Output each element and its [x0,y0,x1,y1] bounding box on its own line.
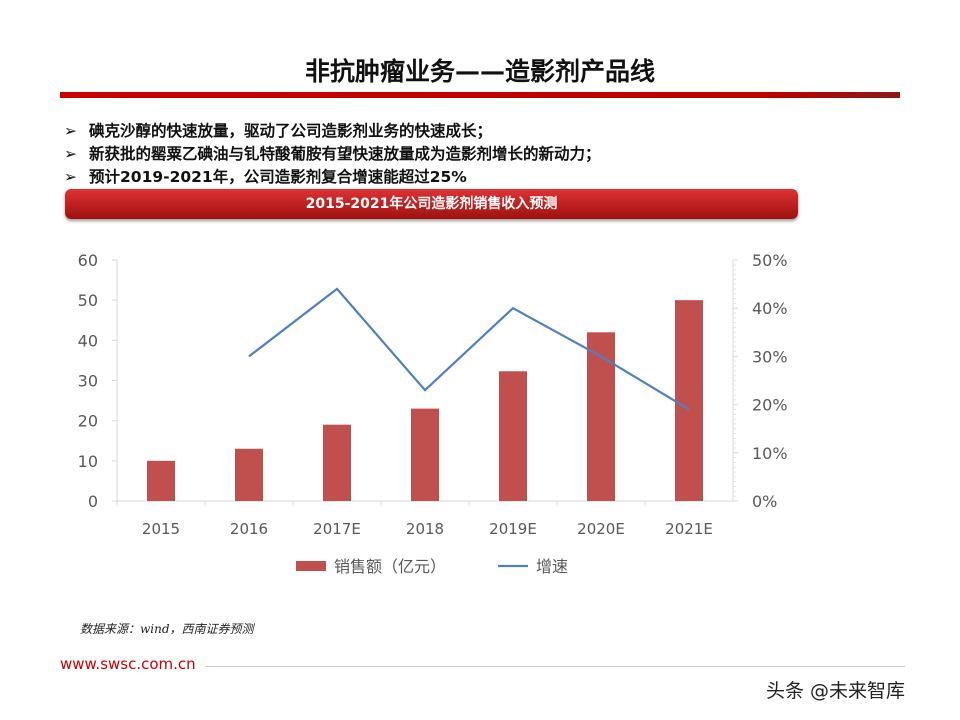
arrow-bullet-icon: ➢ [64,122,77,140]
chart-title: 2015-2021年公司造影剂销售收入预测 [65,189,798,219]
x-tick-label: 2015 [142,520,180,538]
bullet-text: 新获批的罂粟乙碘油与钆特酸葡胺有望快速放量成为造影剂增长的新动力； [89,145,601,163]
bullet-text: 碘克沙醇的快速放量，驱动了公司造影剂业务的快速成长； [89,122,493,140]
bar-2017E [323,424,351,501]
bar-2018 [411,408,439,501]
data-source: 数据来源：wind，西南证券预测 [80,622,254,636]
left-tick-label: 40 [78,331,98,350]
right-tick-label: 50% [752,251,788,270]
bar-2020E [587,332,615,501]
right-tick-label: 0% [752,492,777,511]
title-divider [60,92,900,98]
bar-2016 [235,448,263,501]
left-tick-label: 20 [78,412,98,431]
right-tick-label: 30% [752,347,788,366]
left-tick-label: 30 [78,372,98,391]
x-tick-label: 2016 [230,520,268,538]
left-tick-label: 10 [78,452,98,471]
footer-divider [205,666,905,667]
right-tick-label: 20% [752,396,788,415]
legend-bar-swatch [296,561,326,571]
legend-bar-label: 销售额（亿元） [334,557,446,576]
x-tick-label: 2019E [489,520,537,538]
growth-line [248,287,690,411]
x-tick-label: 2020E [577,520,625,538]
x-tick-label: 2021E [665,520,713,538]
arrow-bullet-icon: ➢ [64,145,77,163]
left-tick-label: 50 [78,291,98,310]
bullet-item: ➢ 预计2019-2021年，公司造影剂复合增速能超过25% [64,166,601,189]
legend-line-label: 增速 [536,557,568,576]
x-tick-label: 2017E [313,520,361,538]
bullet-text: 预计2019-2021年，公司造影剂复合增速能超过25% [89,168,467,186]
arrow-bullet-icon: ➢ [64,168,77,186]
bar-2019E [499,371,527,501]
bullet-item: ➢ 新获批的罂粟乙碘油与钆特酸葡胺有望快速放量成为造影剂增长的新动力； [64,143,601,166]
watermark: 头条 @未来智库 [766,680,906,702]
left-tick-label: 0 [88,492,98,511]
website-url: www.swsc.com.cn [60,655,196,673]
page-title: 非抗肿瘤业务——造影剂产品线 [304,57,655,86]
bullet-list: ➢ 碘克沙醇的快速放量，驱动了公司造影剂业务的快速成长； ➢ 新获批的罂粟乙碘油与钆… [64,120,601,189]
right-tick-label: 40% [752,299,788,318]
bullet-item: ➢ 碘克沙醇的快速放量，驱动了公司造影剂业务的快速成长； [64,120,601,143]
right-tick-label: 10% [752,444,788,463]
bar-2015 [147,460,175,501]
bar-2021E [675,300,703,501]
chart: 0 10 20 30 40 50 60 0% 10% 20% 30% 40% 50% 2015 2016 20… [78,251,788,576]
left-tick-label: 60 [78,251,98,270]
x-tick-label: 2018 [406,520,444,538]
